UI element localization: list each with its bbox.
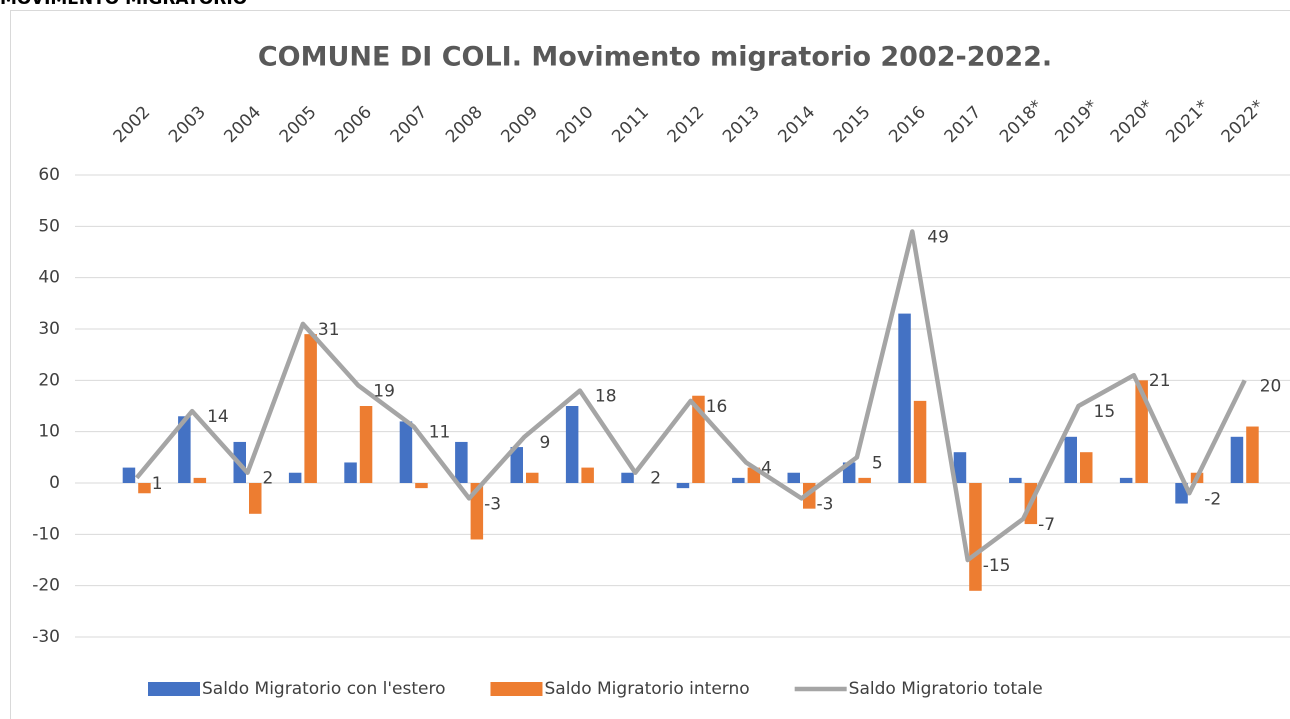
data-label: 2: [263, 469, 274, 489]
bar: [122, 467, 136, 483]
bar: [969, 483, 982, 591]
bar: [858, 477, 871, 483]
bar: [953, 452, 967, 483]
bar: [581, 467, 594, 483]
x-tick-label: 2015: [830, 102, 875, 147]
bar: [732, 477, 745, 483]
chart-frame: [10, 10, 1290, 719]
data-label: 16: [706, 397, 728, 417]
bar: [399, 421, 413, 483]
data-label: 4: [761, 458, 772, 478]
x-tick-label: 2017: [941, 102, 986, 147]
x-tick-label: 2011: [608, 102, 653, 147]
bar: [1009, 477, 1022, 483]
x-tick-label: 2022*: [1218, 96, 1269, 147]
data-label: -2: [1204, 489, 1221, 509]
y-tick-label: 60: [38, 165, 60, 185]
data-label: -15: [983, 556, 1011, 576]
bar: [288, 472, 302, 483]
bar: [455, 441, 468, 483]
chart-title: COMUNE DI COLI. Movimento migratorio 200…: [258, 42, 1052, 73]
x-tick-label: 2004: [220, 102, 265, 147]
legend-label: Saldo Migratorio con l'estero: [202, 679, 445, 699]
bar: [470, 483, 484, 540]
y-tick-label: 20: [38, 370, 60, 390]
data-label: 15: [1094, 402, 1116, 422]
bar: [249, 483, 262, 514]
bar: [676, 483, 690, 489]
bar: [344, 462, 357, 483]
bar: [359, 406, 373, 483]
x-tick-label: 2002: [110, 102, 155, 147]
legend-swatch: [490, 682, 543, 696]
bar: [787, 472, 800, 483]
x-tick-label: 2021*: [1162, 96, 1213, 147]
bar: [510, 447, 523, 483]
line-series: [134, 229, 1247, 563]
bar: [304, 334, 317, 483]
data-label: -7: [1038, 515, 1055, 535]
y-tick-label: -30: [32, 627, 60, 647]
y-tick-label: 10: [38, 422, 60, 442]
data-label: 19: [373, 381, 395, 401]
bar: [1080, 452, 1093, 483]
x-tick-label: 2010: [553, 102, 598, 147]
data-label: 2: [650, 469, 661, 489]
x-tick-label: 2005: [276, 102, 321, 147]
bar: [526, 472, 539, 483]
x-tick-label: 2019*: [1051, 96, 1102, 147]
bar: [1064, 436, 1077, 483]
x-tick-label: 2006: [331, 102, 376, 147]
y-tick-label: 30: [38, 319, 60, 339]
bar: [565, 406, 579, 483]
bar: [415, 483, 428, 489]
data-label: 1: [152, 474, 163, 494]
bar: [898, 313, 911, 483]
page-header: MOVIMENTO MIGRATORIO: [0, 0, 247, 9]
bar: [178, 416, 191, 483]
x-tick-label: 2014: [774, 102, 819, 147]
x-tick-label: 2003: [165, 102, 210, 147]
x-tick-label: 2018*: [996, 96, 1047, 147]
data-label: 14: [207, 407, 229, 427]
data-label: 11: [429, 423, 451, 443]
data-label: 31: [318, 320, 340, 340]
bar: [193, 477, 207, 483]
data-label: 18: [595, 387, 617, 407]
x-tick-label: 2020*: [1107, 96, 1158, 147]
x-tick-label: 2008: [442, 102, 487, 147]
data-label: 20: [1260, 376, 1282, 396]
data-label: 5: [872, 453, 883, 473]
x-tick-label: 2009: [497, 102, 542, 147]
bar: [1230, 436, 1244, 483]
data-label: -3: [817, 494, 834, 514]
bar: [1135, 380, 1148, 483]
bar: [621, 472, 634, 483]
x-tick-label: 2007: [387, 102, 432, 147]
x-tick-label: 2016: [885, 102, 930, 147]
data-label: -3: [484, 494, 501, 514]
bar: [913, 400, 927, 483]
legend-label: Saldo Migratorio totale: [849, 679, 1043, 699]
y-tick-label: 50: [38, 216, 60, 236]
bar: [692, 395, 705, 483]
legend-label: Saldo Migratorio interno: [544, 679, 749, 699]
data-label: 49: [927, 227, 949, 247]
legend-swatch: [148, 682, 200, 696]
bar: [1119, 477, 1133, 483]
y-tick-label: 40: [38, 268, 60, 288]
y-tick-label: 0: [49, 473, 60, 493]
x-tick-label: 2012: [664, 102, 709, 147]
y-tick-label: -20: [32, 576, 60, 596]
bar: [1246, 426, 1259, 483]
y-tick-label: -10: [32, 524, 60, 544]
data-label: 21: [1149, 371, 1171, 391]
x-tick-label: 2013: [719, 102, 764, 147]
data-label: 9: [540, 433, 551, 453]
bar: [138, 483, 151, 494]
